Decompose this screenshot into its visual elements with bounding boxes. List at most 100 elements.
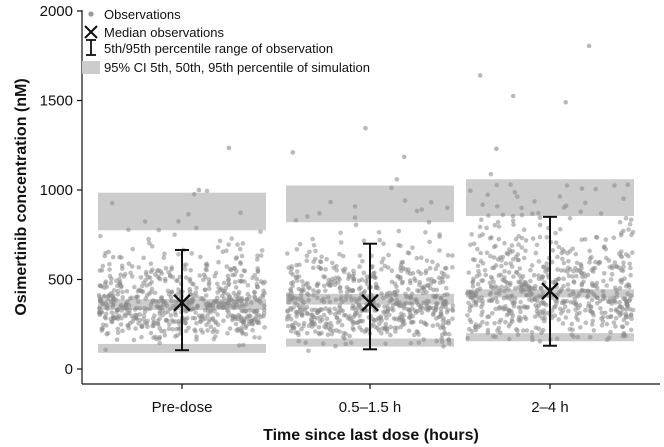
observation-point <box>491 255 497 260</box>
observation-point <box>536 276 542 282</box>
observation-point <box>109 310 115 315</box>
observation-point <box>372 275 377 280</box>
observation-point <box>337 329 342 334</box>
observation-point <box>348 340 354 346</box>
observation-point <box>441 316 447 321</box>
observation-point <box>424 298 429 304</box>
observation-point <box>511 222 516 227</box>
observation-point <box>532 199 537 204</box>
observation-point <box>114 278 119 284</box>
observation-point <box>446 320 451 326</box>
observation-point-outlier <box>510 93 516 99</box>
observation-point <box>524 328 530 333</box>
observation-point <box>506 307 511 313</box>
observation-point <box>627 221 633 227</box>
observation-point <box>465 291 470 296</box>
observation-point <box>201 272 207 278</box>
observation-point <box>137 312 143 317</box>
observation-point <box>622 332 627 337</box>
observation-point <box>549 259 555 265</box>
observation-point <box>507 282 513 288</box>
observation-point <box>427 265 433 271</box>
observation-point <box>529 298 535 303</box>
observation-point <box>203 316 208 321</box>
observation-point <box>597 260 603 265</box>
observation-point <box>613 324 618 329</box>
observation-point <box>434 316 439 321</box>
observation-point <box>132 284 137 290</box>
observation-point <box>285 308 291 313</box>
observation-point <box>623 252 629 257</box>
observation-point <box>540 274 546 279</box>
observation-point <box>327 299 333 305</box>
observation-point <box>392 325 398 331</box>
observation-point <box>233 321 239 327</box>
observation-point <box>518 316 524 322</box>
observation-point <box>238 260 243 265</box>
observation-point <box>97 298 103 304</box>
observation-point <box>570 274 575 279</box>
observation-point <box>515 194 520 199</box>
observation-point <box>510 213 516 219</box>
observation-point <box>396 274 401 280</box>
observation-point <box>370 264 375 269</box>
observation-point <box>299 287 304 293</box>
observation-point <box>407 301 413 306</box>
observation-point <box>621 296 626 301</box>
observation-point <box>520 328 526 333</box>
observation-point <box>111 288 117 293</box>
observation-point <box>484 250 490 256</box>
observation-point <box>126 310 132 316</box>
observation-point <box>466 326 472 332</box>
observation-point <box>578 325 583 330</box>
observation-point <box>425 283 430 288</box>
observation-point <box>258 279 264 284</box>
observation-point <box>567 267 573 272</box>
observation-point <box>594 280 600 286</box>
observation-point <box>316 308 322 314</box>
observation-point <box>578 209 583 215</box>
observation-point <box>383 312 388 318</box>
observation-point <box>557 194 563 199</box>
observation-point <box>184 328 189 334</box>
observation-point <box>550 248 556 253</box>
observation-point <box>319 330 324 336</box>
observation-point <box>343 313 348 318</box>
observation-point <box>311 292 316 298</box>
observation-point <box>118 304 123 310</box>
observation-point <box>332 282 338 288</box>
y-tick-label: 1500 <box>40 93 73 110</box>
observation-point <box>346 276 351 281</box>
observation-point <box>390 303 396 308</box>
observation-point <box>408 341 414 346</box>
observation-point <box>603 310 608 316</box>
ci-band-p95 <box>286 185 454 223</box>
observation-point <box>506 270 512 275</box>
observation-point <box>198 315 204 320</box>
observation-point <box>540 316 545 321</box>
observation-point <box>392 292 398 297</box>
observation-point <box>358 285 364 290</box>
observation-point <box>114 337 120 343</box>
observation-point <box>475 263 481 269</box>
observation-point <box>588 304 593 309</box>
observation-point <box>340 299 345 305</box>
observation-point <box>607 264 612 270</box>
observation-point <box>617 310 623 315</box>
observation-point <box>421 286 427 292</box>
observation-point <box>389 185 394 191</box>
observation-point <box>232 272 238 278</box>
observation-point <box>401 318 407 323</box>
observation-point <box>510 218 516 224</box>
observation-point <box>468 242 473 248</box>
observation-point <box>528 267 533 273</box>
observation-point <box>386 252 391 258</box>
observation-point <box>311 265 316 271</box>
observation-point <box>599 310 605 316</box>
observation-point <box>193 310 198 315</box>
observation-point <box>215 281 220 287</box>
observation-point <box>310 236 315 242</box>
observation-point <box>585 294 590 300</box>
observation-point <box>587 248 592 254</box>
observation-point <box>624 299 630 305</box>
